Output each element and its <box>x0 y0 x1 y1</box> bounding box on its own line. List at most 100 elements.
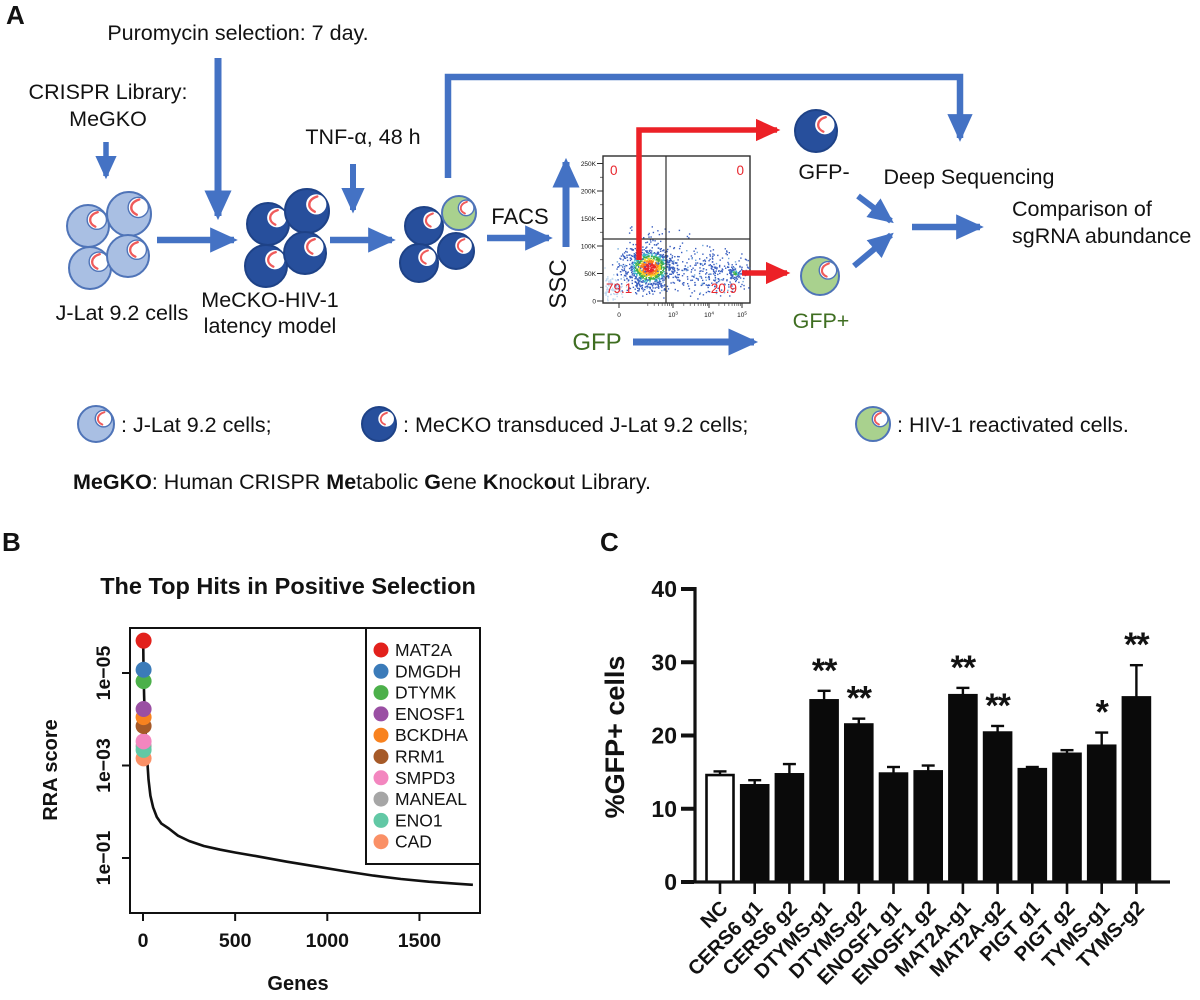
significance-MAT2A-g1: ** <box>951 649 977 687</box>
flow-scatter-points <box>604 226 751 302</box>
quadrant-bottom-right-value: 20.9 <box>711 281 737 296</box>
flow-y-tick-label: 0 <box>592 298 596 305</box>
legend-dot-SMPD3 <box>373 770 389 786</box>
legend-jlat-label: : J-Lat 9.2 cells; <box>121 413 272 437</box>
bar-TYMS-g1 <box>1086 744 1117 884</box>
legend-label-ENO1: ENO1 <box>395 810 443 830</box>
bar-ENOSF1 g1 <box>878 772 909 884</box>
dark-blue-cell-icon <box>399 243 439 283</box>
flow-axis-ticks: 0 50K 100K 150K 200K 250K 0 103 104 105 <box>581 161 748 319</box>
flow-x-tick-label: 0 <box>617 312 621 319</box>
legend-reactivated-label: : HIV-1 reactivated cells. <box>897 413 1129 437</box>
panel-b-x-tick-label: 1500 <box>398 930 442 952</box>
flow-y-axis-label: SSC <box>545 259 572 308</box>
workflow-arrows <box>95 58 984 356</box>
panel-c-y-tick-label: 30 <box>651 649 677 675</box>
legend-dot-DTYMK <box>373 685 389 701</box>
megko-definition-segment: nock <box>498 470 544 494</box>
green-cell-icon <box>800 256 840 296</box>
panel-c-y-tick-label: 0 <box>664 869 677 895</box>
legend-label-RRM1: RRM1 <box>395 747 445 767</box>
panel-b-x-tick-label: 500 <box>219 930 252 952</box>
panel-b-y-tick-label: 1e−01 <box>93 830 115 885</box>
legend-label-BCKDHA: BCKDHA <box>395 725 468 745</box>
flow-x-tick-label: 104 <box>704 311 714 320</box>
dark-blue-cell-icon <box>794 109 838 153</box>
comparison-label-line1: Comparison of <box>1012 197 1152 221</box>
arrow-gfpneg-to-seq <box>856 193 894 224</box>
flow-y-tick-label: 250K <box>581 161 597 168</box>
gfp-negative-label: GFP- <box>798 160 849 184</box>
panel-b-x-axis-label: Genes <box>267 973 328 995</box>
legend-mecko-label: : MeCKO transduced J-Lat 9.2 cells; <box>403 413 748 437</box>
panel-c-y-tick-label: 20 <box>651 723 677 749</box>
quadrant-top-right-value: 0 <box>736 163 744 178</box>
megko-definition-segment: : Human CRISPR <box>151 470 327 494</box>
legend-label-DTYMK: DTYMK <box>395 683 457 703</box>
legend-dot-MAT2A <box>373 642 389 658</box>
light-blue-cell-icon <box>68 246 112 290</box>
bar-DTYMS-g2 <box>843 723 874 884</box>
jlat-cells-label: J-Lat 9.2 cells <box>56 301 189 325</box>
gfp-positive-label: GFP+ <box>793 309 850 333</box>
megko-definition-segment: MeGKO <box>73 470 152 494</box>
green-cell-icon <box>855 406 891 442</box>
dark-blue-cell-icon <box>244 244 288 288</box>
legend-label-ENOSF1: ENOSF1 <box>395 704 465 724</box>
quadrant-top-left-value: 0 <box>610 163 618 178</box>
bar-CERS6 g1 <box>739 784 770 884</box>
flow-y-tick-label: 150K <box>581 216 597 223</box>
legend-dot-CAD <box>373 834 389 850</box>
flow-y-tick-label: 200K <box>581 188 597 195</box>
flow-x-axis-label: GFP <box>572 329 621 356</box>
significance-DTYMS-g1: ** <box>812 652 838 690</box>
dark-blue-cell-icon <box>437 232 475 270</box>
megko-definition-segment: o <box>543 470 557 494</box>
panel-c-y-tick-label: 40 <box>651 576 677 602</box>
top-hit-dot-ENOSF1 <box>135 700 152 717</box>
megko-definition-segment: tabolic <box>356 470 425 494</box>
megko-definition: MeGKO: Human CRISPR Metabolic Gene Knock… <box>73 470 651 495</box>
crispr-library-label-line2: MeGKO <box>69 107 147 131</box>
legend-label-CAD: CAD <box>395 832 432 852</box>
significance-DTYMS-g2: ** <box>847 680 873 718</box>
legend-dot-ENOSF1 <box>373 706 389 722</box>
dark-blue-cell-icon <box>361 406 397 442</box>
legend-dot-RRM1 <box>373 749 389 764</box>
bar-TYMS-g2 <box>1121 696 1152 884</box>
legend-label-MAT2A: MAT2A <box>395 640 452 660</box>
panel-a-workflow-diagram: A Puromycin selection: 7 day. CRISPR Lib… <box>6 0 1191 356</box>
mecko-model-label-line1: MeCKO-HIV-1 <box>201 288 338 312</box>
arrow-elbow-to-sequencing <box>444 73 973 178</box>
mecko-model-label-line2: latency model <box>204 314 337 338</box>
light-blue-cell-icon <box>77 405 115 443</box>
panel-b-rra-plot: B The Top Hits in Positive Selection RRA… <box>2 527 481 995</box>
light-blue-cell-icon <box>66 204 110 248</box>
significance-TYMS-g1: * <box>1096 694 1110 732</box>
green-cell-icon <box>441 195 477 231</box>
panel-a-cell-legend: : J-Lat 9.2 cells; : MeCKO transduced J-… <box>77 405 1129 443</box>
deep-sequencing-label: Deep Sequencing <box>884 165 1055 189</box>
crispr-library-label-line1: CRISPR Library: <box>29 80 188 104</box>
bar-NC <box>705 773 735 884</box>
bar-PIGT g1 <box>1017 767 1048 884</box>
dark-blue-cell-icon <box>284 188 330 234</box>
panel-b-x-tick-label: 0 <box>138 930 149 952</box>
dark-blue-cell-icon <box>404 206 444 246</box>
top-hit-dot-DMGDH <box>135 661 152 678</box>
panel-b-y-axis-label: RRA score <box>40 719 62 821</box>
dark-blue-cell-icon <box>246 202 290 246</box>
comparison-label-line2: sgRNA abundance <box>1012 224 1191 248</box>
top-hit-dot-SMPD3 <box>135 733 152 750</box>
top-hit-dot-DTYMK <box>135 673 152 690</box>
significance-TYMS-g2: ** <box>1124 626 1150 664</box>
flow-y-tick-label: 100K <box>581 243 597 250</box>
megko-definition-segment: ut Library. <box>556 470 651 494</box>
legend-label-DMGDH: DMGDH <box>395 661 461 681</box>
panel-b-y-tick-label: 1e−05 <box>93 645 115 700</box>
legend-dot-MANEAL <box>373 791 389 807</box>
